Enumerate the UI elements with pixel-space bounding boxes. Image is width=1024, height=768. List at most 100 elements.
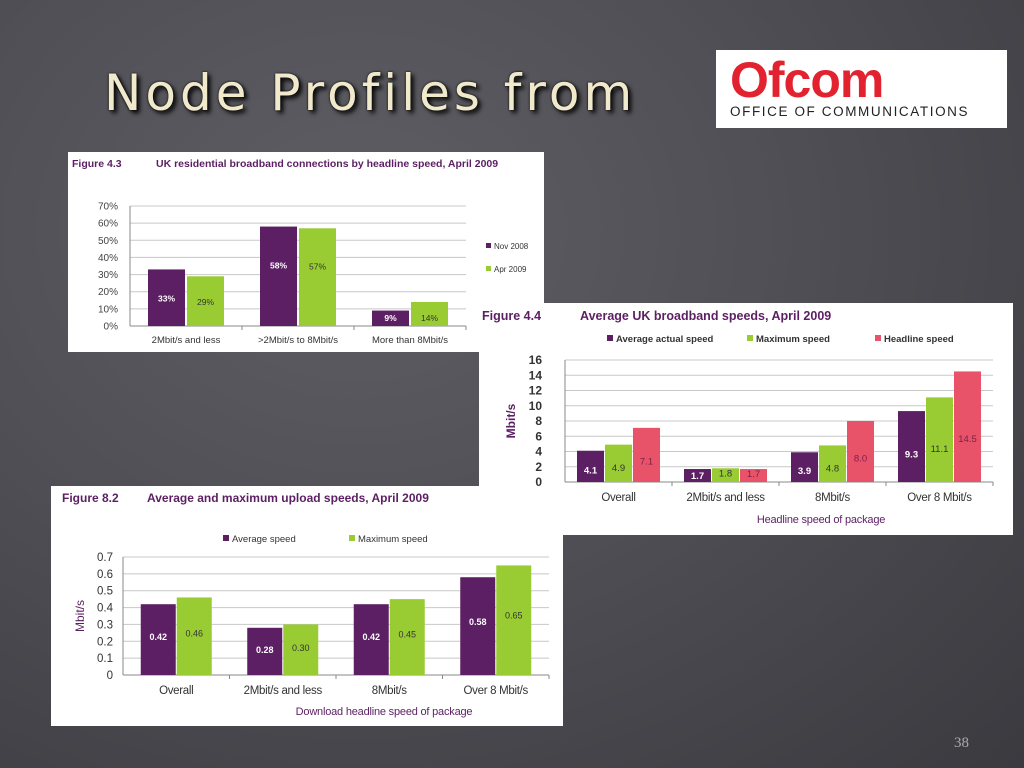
y-tick-label: 40%	[98, 253, 118, 264]
category-label: Overall	[601, 492, 635, 504]
figure-8-2-chart: Figure 8.2 Average and maximum upload spe…	[62, 491, 550, 718]
data-label: 4.1	[584, 465, 598, 476]
legend-swatch	[875, 335, 881, 341]
data-label: 0.58	[469, 617, 487, 627]
bar	[954, 371, 981, 482]
data-label: 1.8	[719, 468, 732, 479]
y-tick-label: 0.4	[97, 603, 114, 615]
legend-label: Average actual speed	[616, 334, 714, 345]
bar	[791, 452, 818, 482]
figure-number: Figure 4.4	[482, 309, 541, 323]
bar	[847, 421, 874, 482]
data-label: 0.30	[292, 643, 310, 653]
legend-label: Headline speed	[884, 334, 954, 345]
data-label: 57%	[309, 261, 326, 271]
data-label: 14%	[421, 313, 438, 323]
y-tick-label: 50%	[98, 236, 118, 247]
y-tick-label: 0.5	[97, 586, 113, 598]
bar	[389, 599, 425, 675]
bar	[372, 310, 409, 326]
data-label: 0.46	[185, 628, 203, 638]
bar	[898, 411, 925, 482]
legend-label: Average speed	[232, 534, 296, 545]
y-axis-title: Mbit/s	[73, 600, 87, 632]
y-tick-label: 12	[529, 384, 543, 398]
legend-swatch	[223, 535, 229, 541]
data-label: 3.9	[798, 466, 811, 477]
bar	[260, 226, 297, 326]
y-tick-label: 30%	[98, 270, 118, 281]
bar	[140, 604, 176, 675]
legend-swatch	[486, 243, 491, 248]
data-label: 1.7	[691, 471, 704, 482]
figure-4-4-panel: Figure 4.4 Average UK broadband speeds, A…	[479, 303, 1013, 535]
chart-title: Average UK broadband speeds, April 2009	[580, 309, 831, 323]
y-tick-label: 0.1	[97, 653, 113, 665]
bar	[148, 269, 185, 326]
bar	[605, 444, 632, 482]
data-label: 4.8	[826, 463, 839, 474]
slide-number: 38	[954, 735, 969, 751]
slide-title: Node Profiles from	[104, 64, 637, 122]
data-label: 0.45	[398, 629, 416, 639]
ofcom-logo: Ofcom OFFICE OF COMMUNICATIONS	[716, 50, 1007, 128]
data-label: 14.5	[958, 434, 977, 445]
data-label: 1.7	[747, 469, 760, 480]
category-label: More than 8Mbit/s	[372, 335, 448, 346]
y-tick-label: 0.3	[97, 619, 113, 631]
bar	[460, 577, 496, 675]
category-label: 2Mbit/s and less	[686, 492, 765, 504]
legend-swatch	[607, 335, 613, 341]
legend-label: Apr 2009	[494, 265, 527, 274]
data-label: 7.1	[640, 456, 653, 467]
bar	[926, 397, 953, 482]
data-label: 4.9	[612, 463, 625, 474]
data-label: 9.3	[905, 450, 918, 461]
bar	[496, 565, 532, 675]
legend-swatch	[349, 535, 355, 541]
bar	[819, 445, 846, 482]
y-tick-label: 4	[535, 445, 542, 459]
y-tick-label: 0.6	[97, 569, 113, 581]
category-label: 2Mbit/s and less	[244, 685, 323, 697]
y-tick-label: 0.7	[97, 552, 113, 564]
y-tick-label: 6	[535, 429, 542, 443]
y-tick-label: 0.2	[97, 636, 113, 648]
bar	[353, 604, 389, 675]
y-tick-label: 16	[529, 353, 543, 367]
category-label: Overall	[159, 685, 193, 697]
y-tick-label: 2	[535, 460, 542, 474]
data-label: 0.28	[256, 645, 274, 655]
bar	[712, 468, 739, 482]
data-label: 0.42	[149, 632, 167, 642]
y-tick-label: 0	[535, 475, 542, 489]
bar	[633, 427, 660, 482]
logo-subtitle: OFFICE OF COMMUNICATIONS	[730, 104, 970, 119]
y-tick-label: 60%	[98, 219, 118, 230]
category-label: >2Mbit/s to 8Mbit/s	[258, 335, 338, 346]
category-label: 2Mbit/s and less	[152, 335, 221, 346]
x-axis-title: Headline speed of package	[757, 514, 885, 526]
bar	[299, 228, 336, 326]
data-label: 8.0	[854, 454, 867, 465]
y-axis-title: Mbit/s	[504, 403, 518, 438]
figure-number: Figure 4.3	[72, 158, 122, 170]
figure-8-2-panel: Figure 8.2 Average and maximum upload spe…	[51, 486, 563, 726]
y-tick-label: 20%	[98, 287, 118, 298]
x-axis-title: Download headline speed of package	[296, 706, 473, 718]
data-label: 29%	[197, 297, 214, 307]
y-tick-label: 8	[535, 414, 542, 428]
data-label: 33%	[158, 294, 175, 304]
bar	[176, 597, 212, 675]
y-tick-label: 0%	[104, 322, 119, 333]
bar	[684, 469, 711, 482]
bar	[740, 469, 767, 482]
bar	[247, 627, 283, 675]
figure-number: Figure 8.2	[62, 491, 119, 505]
y-tick-label: 0	[107, 670, 113, 682]
data-label: 58%	[270, 260, 287, 270]
data-label: 0.65	[505, 611, 523, 621]
data-label: 9%	[384, 313, 397, 323]
category-label: Over 8 Mbit/s	[907, 492, 972, 504]
legend-label: Maximum speed	[358, 534, 428, 545]
